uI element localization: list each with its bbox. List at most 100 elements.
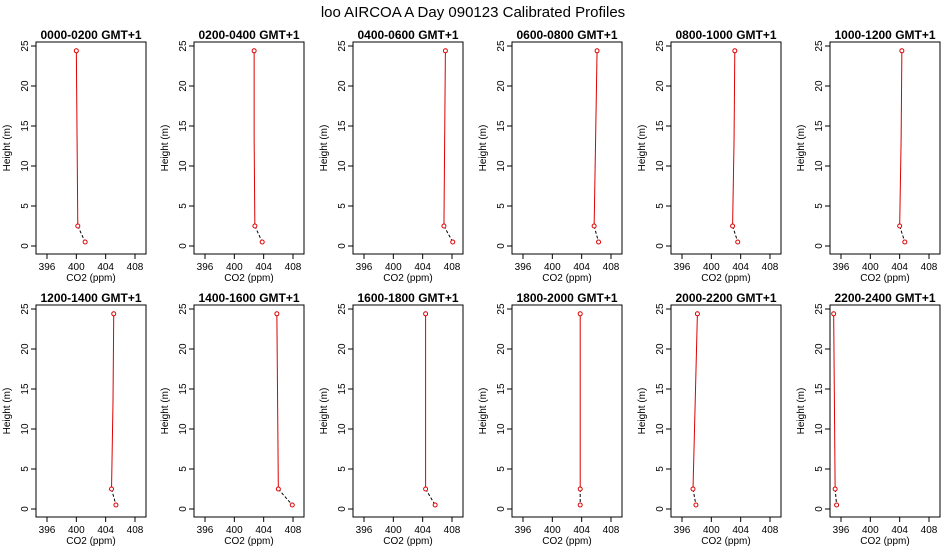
x-axis-label: CO2 (ppm) xyxy=(66,536,115,547)
y-tick-label: 15 xyxy=(496,383,507,395)
y-tick-label: 5 xyxy=(178,203,189,209)
y-tick-label: 20 xyxy=(20,80,31,92)
x-axis-label: CO2 (ppm) xyxy=(542,273,591,284)
panel-title: 0000-0200 GMT+1 xyxy=(40,28,141,42)
y-tick-label: 15 xyxy=(655,383,666,395)
x-tick-label: 404 xyxy=(414,525,431,536)
y-tick-label: 5 xyxy=(178,466,189,472)
profile-point xyxy=(82,239,88,245)
y-tick-label: 20 xyxy=(178,80,189,92)
x-tick-label: 404 xyxy=(573,525,590,536)
x-tick-label: 400 xyxy=(862,262,879,273)
y-tick-label: 15 xyxy=(178,120,189,132)
profile-point xyxy=(275,486,281,492)
y-tick-label: 15 xyxy=(20,120,31,132)
y-tick-label: 25 xyxy=(814,40,825,52)
x-tick-label: 408 xyxy=(444,262,461,273)
y-tick-label: 0 xyxy=(655,506,666,512)
panel-title: 1000-1200 GMT+1 xyxy=(834,28,935,42)
y-tick-label: 25 xyxy=(20,303,31,315)
panel-title: 1400-1600 GMT+1 xyxy=(198,291,299,305)
y-tick-label: 10 xyxy=(178,160,189,172)
x-tick-label: 396 xyxy=(197,262,214,273)
profile-point xyxy=(831,311,837,317)
profile-line-lower-dashed xyxy=(111,488,117,506)
x-tick-label: 396 xyxy=(833,262,850,273)
y-tick-label: 10 xyxy=(178,423,189,435)
profile-line-lower-dashed xyxy=(77,225,86,243)
y-tick-label: 0 xyxy=(655,243,666,249)
y-tick-label: 5 xyxy=(20,203,31,209)
y-axis-label: Height (m) xyxy=(2,388,13,435)
profile-point xyxy=(577,502,583,508)
x-tick-label: 396 xyxy=(356,525,373,536)
panel-6: 1000-1200 GMT+1 396 400 404 408 0 5 10 15 20 25 CO2… xyxy=(796,28,941,284)
plot-frame xyxy=(193,41,305,255)
y-tick-label: 25 xyxy=(655,40,666,52)
y-tick-label: 0 xyxy=(337,506,348,512)
profile-point xyxy=(259,239,265,245)
y-tick-label: 15 xyxy=(337,383,348,395)
y-tick-label: 10 xyxy=(20,423,31,435)
x-tick-label: 400 xyxy=(385,262,402,273)
y-tick-label: 0 xyxy=(20,506,31,512)
y-tick-label: 10 xyxy=(655,160,666,172)
x-tick-label: 396 xyxy=(197,525,214,536)
panel-title: 0400-0600 GMT+1 xyxy=(357,28,458,42)
profile-point xyxy=(113,502,119,508)
y-tick-label: 0 xyxy=(178,243,189,249)
x-tick-label: 408 xyxy=(921,525,938,536)
panel-10: 1800-2000 GMT+1 396 400 404 408 0 5 10 15 20 25 CO2… xyxy=(478,291,623,547)
y-axis-label: Height (m) xyxy=(796,125,807,172)
x-tick-label: 400 xyxy=(68,525,85,536)
y-tick-label: 10 xyxy=(814,423,825,435)
y-tick-label: 10 xyxy=(337,160,348,172)
y-tick-label: 10 xyxy=(496,160,507,172)
x-tick-label: 396 xyxy=(515,525,532,536)
x-tick-label: 404 xyxy=(97,525,114,536)
profile-line-lower-dashed xyxy=(277,488,293,506)
x-axis-label: CO2 (ppm) xyxy=(383,536,432,547)
profile-point xyxy=(899,48,905,54)
figure-title: loo AIRCOA A Day 090123 Calibrated Profi… xyxy=(321,4,625,21)
y-tick-label: 20 xyxy=(496,343,507,355)
y-axis-label: Height (m) xyxy=(160,388,171,435)
x-tick-label: 400 xyxy=(703,525,720,536)
profile-point xyxy=(730,223,736,229)
x-tick-label: 408 xyxy=(127,262,144,273)
y-tick-label: 10 xyxy=(496,423,507,435)
y-tick-label: 15 xyxy=(496,120,507,132)
profile-point xyxy=(834,502,840,508)
profile-point xyxy=(73,48,79,54)
profile-point xyxy=(442,48,448,54)
profile-line xyxy=(899,50,903,227)
profile-line xyxy=(692,313,698,490)
x-tick-label: 400 xyxy=(385,525,402,536)
panel-4: 0600-0800 GMT+1 396 400 404 408 0 5 10 15 20 25 CO2… xyxy=(478,28,623,284)
profile-point xyxy=(274,311,280,317)
y-tick-label: 5 xyxy=(337,466,348,472)
profile-point xyxy=(75,223,81,229)
profile-line-lower-dashed xyxy=(692,488,697,506)
y-tick-label: 20 xyxy=(655,343,666,355)
x-tick-label: 404 xyxy=(97,262,114,273)
plot-frame xyxy=(352,41,464,255)
y-tick-label: 10 xyxy=(337,423,348,435)
y-tick-label: 15 xyxy=(814,120,825,132)
panel-8: 1400-1600 GMT+1 396 400 404 408 0 5 10 15 20 25 CO2… xyxy=(160,291,305,547)
panel-title: 0800-1000 GMT+1 xyxy=(675,28,776,42)
profile-point xyxy=(577,311,583,317)
x-axis-label: CO2 (ppm) xyxy=(383,273,432,284)
y-tick-label: 25 xyxy=(337,303,348,315)
y-tick-label: 5 xyxy=(814,203,825,209)
profile-line-lower-dashed xyxy=(593,225,600,243)
x-tick-label: 396 xyxy=(833,525,850,536)
x-tick-label: 404 xyxy=(255,525,272,536)
y-tick-label: 20 xyxy=(20,343,31,355)
panel-title: 1800-2000 GMT+1 xyxy=(516,291,617,305)
panel-3: 0400-0600 GMT+1 396 400 404 408 0 5 10 15 20 25 CO2… xyxy=(319,28,464,284)
profile-point xyxy=(251,48,257,54)
y-tick-label: 10 xyxy=(814,160,825,172)
y-tick-label: 15 xyxy=(655,120,666,132)
